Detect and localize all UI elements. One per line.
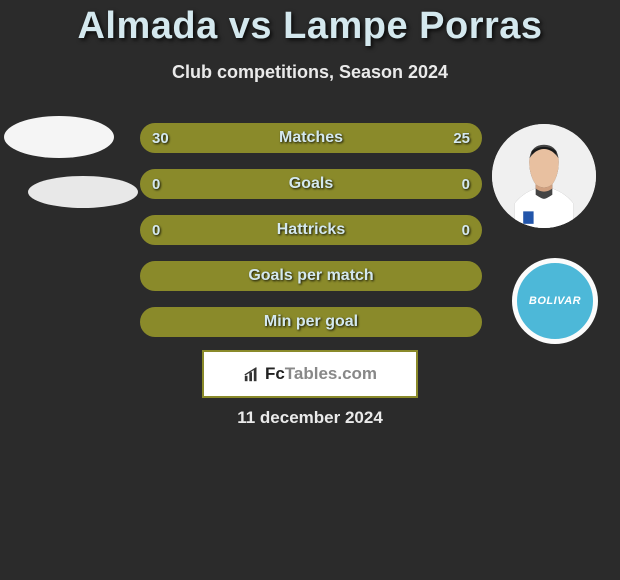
stat-value-right: 25 <box>453 123 470 153</box>
stat-value-right: 0 <box>462 169 470 199</box>
player-left-avatar <box>4 116 114 158</box>
team-right-badge: BOLIVAR <box>512 258 598 344</box>
brand-rest: Tables.com <box>285 364 377 383</box>
player-right-avatar <box>492 124 596 228</box>
stat-label: Matches <box>140 123 482 153</box>
stat-row: Goals0 0 <box>140 169 482 199</box>
player-silhouette-icon <box>492 124 596 228</box>
date-text: 11 december 2024 <box>0 408 620 428</box>
bar-chart-icon <box>243 365 261 383</box>
page-title: Almada vs Lampe Porras <box>0 5 620 48</box>
comparison-card: Almada vs Lampe Porras Club competitions… <box>0 0 620 83</box>
stat-label: Goals <box>140 169 482 199</box>
stat-row: Hattricks0 0 <box>140 215 482 245</box>
team-right-badge-label: BOLIVAR <box>529 295 581 307</box>
stat-row: Matches30 25 <box>140 123 482 153</box>
page-subtitle: Club competitions, Season 2024 <box>0 62 620 83</box>
brand-footer: FcTables.com <box>202 350 418 398</box>
stat-value-left: 30 <box>152 123 169 153</box>
stat-label: Min per goal <box>140 307 482 337</box>
stat-label: Goals per match <box>140 261 482 291</box>
brand-prefix: Fc <box>265 364 285 383</box>
stat-value-left: 0 <box>152 215 160 245</box>
stat-label: Hattricks <box>140 215 482 245</box>
stat-value-right: 0 <box>462 215 470 245</box>
stat-row: Goals per match <box>140 261 482 291</box>
stats-bars: Matches3025Goals00Hattricks00Goals per m… <box>140 123 482 353</box>
stat-value-left: 0 <box>152 169 160 199</box>
team-left-badge <box>28 176 138 208</box>
stat-row: Min per goal <box>140 307 482 337</box>
brand-text: FcTables.com <box>265 364 377 384</box>
